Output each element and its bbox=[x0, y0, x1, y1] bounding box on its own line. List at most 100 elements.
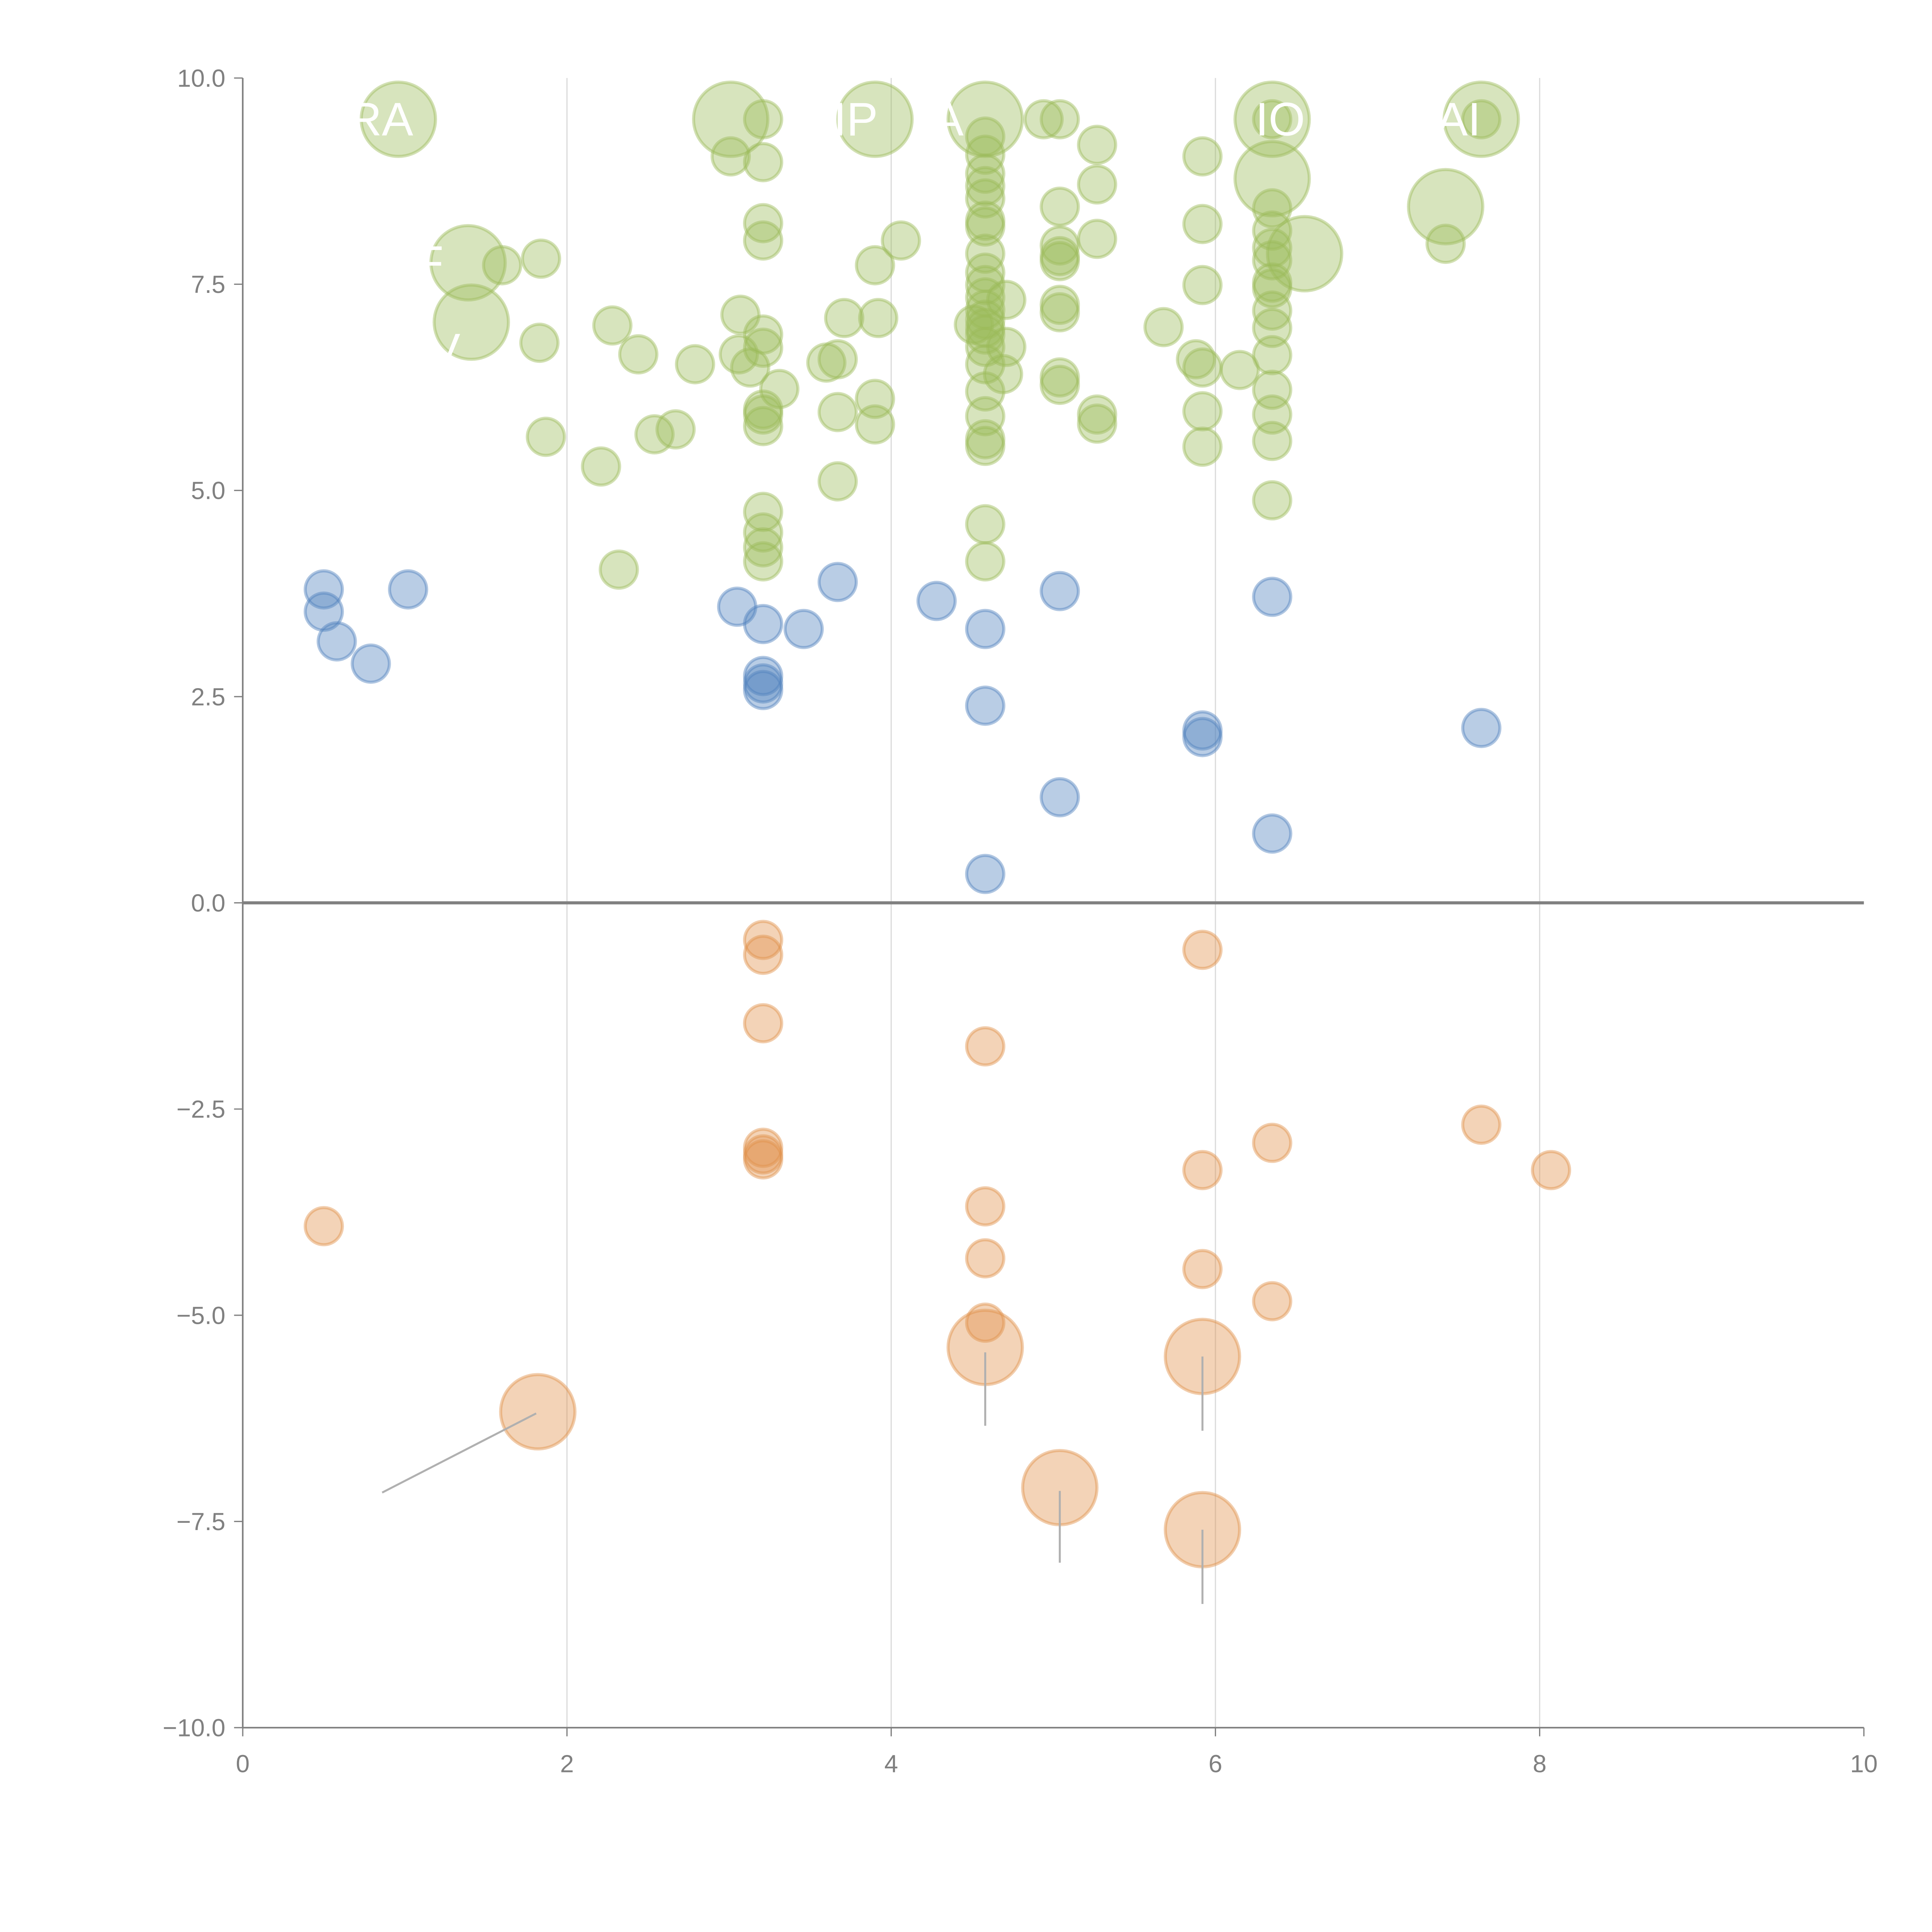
point-orange bbox=[965, 1026, 1005, 1067]
point-blue bbox=[1461, 707, 1502, 748]
point-green bbox=[743, 99, 784, 139]
point-green bbox=[965, 396, 1005, 437]
point-green bbox=[1039, 364, 1080, 405]
point-green bbox=[1182, 136, 1223, 177]
y-tick-label: 5.0 bbox=[191, 477, 225, 505]
x-tick-label: 4 bbox=[884, 1750, 898, 1778]
point-green bbox=[1182, 427, 1223, 467]
point-green bbox=[432, 283, 510, 361]
point-green bbox=[965, 201, 1005, 241]
point-green bbox=[1039, 241, 1080, 281]
point-green bbox=[965, 371, 1005, 412]
point-orange bbox=[1252, 1281, 1293, 1321]
point-green bbox=[1252, 240, 1293, 281]
point-blue bbox=[316, 621, 357, 662]
point-blue bbox=[303, 569, 344, 610]
point-green bbox=[965, 504, 1005, 544]
point-green bbox=[1039, 236, 1080, 277]
point-green bbox=[718, 334, 759, 375]
point-blue bbox=[783, 609, 824, 649]
x-tick-label: 8 bbox=[1533, 1750, 1547, 1778]
point-green bbox=[855, 404, 895, 445]
point-green bbox=[855, 379, 895, 419]
point-green bbox=[743, 492, 784, 532]
leader-lines bbox=[381, 1352, 1204, 1604]
point-blue bbox=[388, 569, 429, 610]
point-green bbox=[1219, 350, 1260, 390]
point-label: DIV bbox=[382, 324, 460, 376]
point-green bbox=[965, 206, 1005, 247]
point-blue bbox=[817, 562, 858, 602]
point-green bbox=[965, 252, 1005, 293]
leader-line bbox=[381, 1412, 537, 1494]
point-green bbox=[817, 392, 858, 432]
point-blue bbox=[1252, 813, 1293, 854]
point-green bbox=[743, 314, 784, 355]
point-green bbox=[1039, 186, 1080, 227]
point-green bbox=[1077, 164, 1117, 205]
point-green bbox=[634, 414, 675, 455]
point-green bbox=[1182, 347, 1223, 388]
point-green bbox=[730, 347, 770, 388]
point-green bbox=[1077, 394, 1117, 435]
point-blue bbox=[965, 609, 1005, 649]
point-green bbox=[1266, 215, 1344, 293]
point-blue bbox=[1182, 710, 1223, 751]
point-green bbox=[1407, 168, 1485, 246]
point-green bbox=[1039, 357, 1080, 398]
point-blue bbox=[1039, 571, 1080, 611]
point-green bbox=[965, 425, 1005, 466]
x-tick-label: 2 bbox=[560, 1750, 574, 1778]
point-blue bbox=[303, 591, 344, 632]
point-blue bbox=[1252, 577, 1293, 617]
point-green bbox=[743, 512, 784, 553]
point-green bbox=[965, 299, 1005, 340]
point-green bbox=[858, 298, 898, 338]
point-green bbox=[965, 178, 1005, 219]
point-orange bbox=[1182, 930, 1223, 970]
point-green bbox=[599, 549, 639, 590]
point-green bbox=[359, 80, 437, 158]
point-green bbox=[1039, 284, 1080, 325]
point-orange bbox=[1182, 1150, 1223, 1190]
point-green bbox=[1442, 80, 1520, 158]
point-green bbox=[720, 294, 761, 335]
point-blue bbox=[916, 581, 957, 621]
point-green bbox=[965, 265, 1005, 305]
point-label: AI bbox=[1436, 93, 1481, 145]
point-blue bbox=[965, 685, 1005, 726]
point-green bbox=[429, 224, 507, 302]
point-orange bbox=[499, 1373, 577, 1451]
point-blue bbox=[1182, 717, 1223, 757]
point-blue bbox=[743, 663, 784, 704]
point-green bbox=[1182, 265, 1223, 305]
point-green bbox=[806, 342, 847, 383]
point-orange bbox=[743, 1128, 784, 1168]
point-green bbox=[526, 417, 566, 457]
point-green bbox=[1233, 140, 1311, 218]
y-tick-label: 10.0 bbox=[177, 64, 226, 92]
point-green bbox=[1176, 339, 1216, 379]
point-green bbox=[618, 334, 658, 375]
point-green bbox=[965, 308, 1005, 348]
point-green bbox=[1039, 225, 1080, 266]
point-green bbox=[986, 280, 1027, 320]
y-tick-label: 2.5 bbox=[191, 683, 225, 711]
point-green bbox=[655, 409, 696, 450]
point-green bbox=[1182, 391, 1223, 432]
data-points bbox=[303, 80, 1571, 1569]
point-green bbox=[1143, 307, 1184, 347]
point-green bbox=[965, 419, 1005, 459]
point-green bbox=[824, 298, 864, 338]
point-label: A bbox=[932, 93, 964, 145]
point-green bbox=[1252, 290, 1293, 331]
point-green bbox=[1252, 335, 1293, 376]
point-green bbox=[965, 289, 1005, 330]
point-green bbox=[1461, 99, 1502, 139]
y-tick-label: 0.0 bbox=[191, 889, 225, 917]
point-green bbox=[759, 369, 800, 409]
point-green bbox=[836, 80, 914, 158]
point-blue bbox=[743, 604, 784, 645]
point-green bbox=[965, 327, 1005, 367]
point-green bbox=[983, 354, 1023, 395]
